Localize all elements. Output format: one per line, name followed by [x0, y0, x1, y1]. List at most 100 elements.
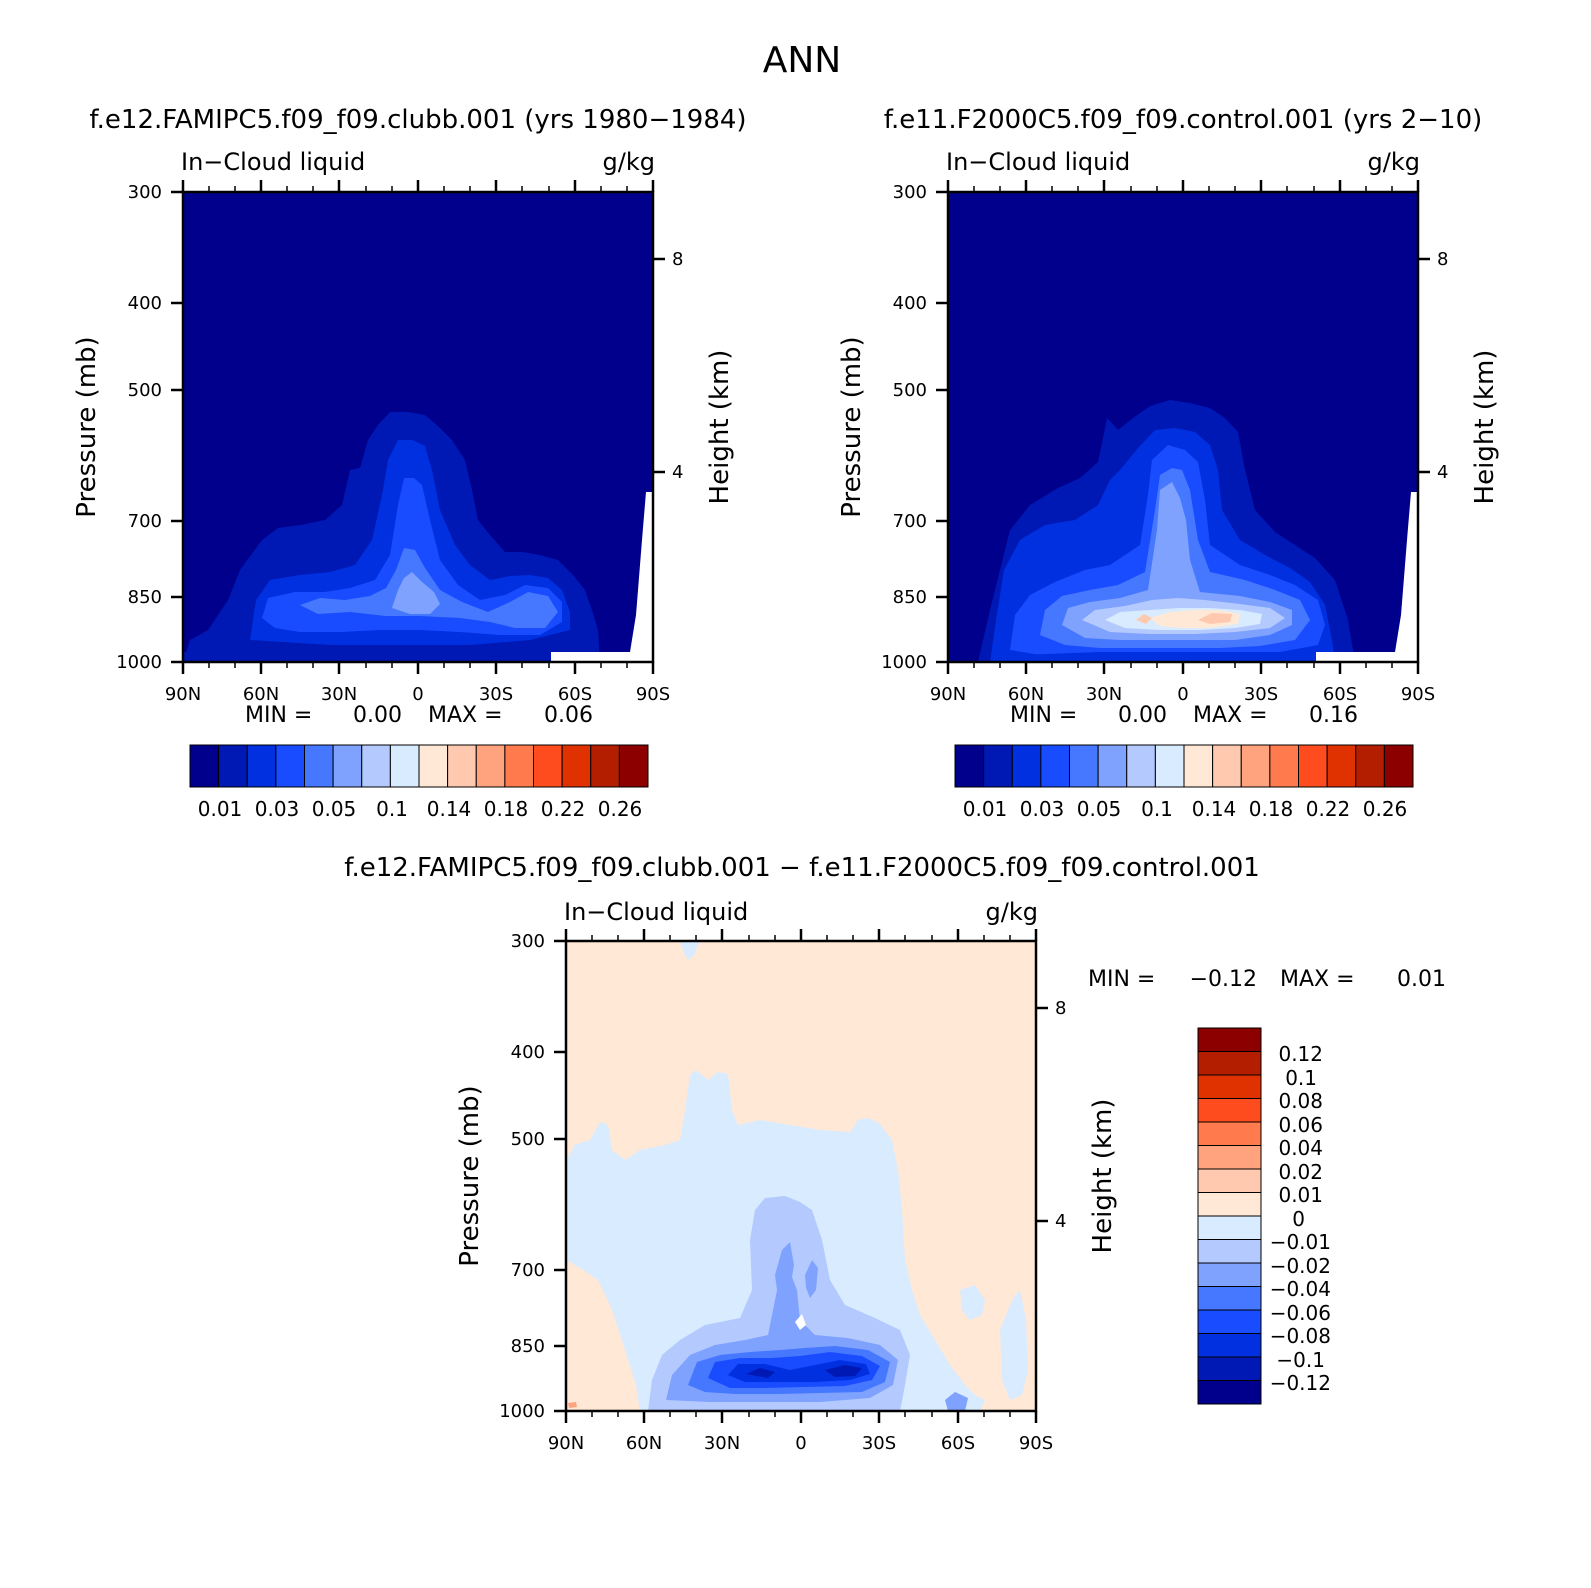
contour-small-white-spot — [795, 1314, 806, 1330]
colorbar-label: 0.04 — [1278, 1136, 1323, 1160]
colorbar-label: 0.26 — [1363, 797, 1408, 821]
panel-2: f.e11.F2000C5.f09_f09.control.001 (yrs 2… — [837, 105, 1500, 821]
colorbar-label: 0 — [1292, 1207, 1305, 1231]
panel-3-contour-field — [566, 941, 1036, 1411]
x-tick-label: 90S — [1019, 1433, 1053, 1454]
y-tick-label: 1000 — [881, 652, 927, 673]
colorbar-swatch — [1269, 744, 1299, 788]
panel-1-left-label: In−Cloud liquid — [181, 148, 365, 176]
panel-1-ylabel: Pressure (mb) — [72, 336, 102, 517]
height-tick-label: 8 — [672, 249, 683, 270]
colorbar-swatch — [1197, 1051, 1262, 1076]
colorbar-swatch — [1326, 744, 1357, 788]
panel-1-contour-field — [183, 192, 653, 662]
panel-1-title: f.e12.FAMIPC5.f09_f09.clubb.001 (yrs 198… — [89, 105, 746, 135]
colorbar-label: 0.05 — [312, 797, 357, 821]
colorbar-swatch — [533, 744, 563, 788]
colorbar-swatch — [1197, 1309, 1262, 1334]
colorbar-swatch — [447, 744, 477, 788]
x-tick-label: 60N — [243, 684, 279, 705]
height-tick-label: 4 — [1437, 462, 1448, 483]
colorbar-label: 0.1 — [376, 797, 408, 821]
colorbar-swatch — [389, 744, 420, 788]
y-tick-label: 850 — [893, 587, 927, 608]
y-tick-label: 850 — [511, 1336, 545, 1357]
colorbar-swatch — [1383, 744, 1414, 788]
colorbar-swatch — [618, 744, 649, 788]
colorbar-swatch — [1097, 744, 1128, 788]
colorbar-label: 0.22 — [541, 797, 586, 821]
colorbar-label: 0.14 — [427, 797, 472, 821]
colorbar-label: 0.18 — [484, 797, 529, 821]
colorbar-swatch — [1355, 744, 1385, 788]
x-tick-label: 90N — [165, 684, 201, 705]
missing-data-area — [551, 492, 653, 662]
x-tick-label: 0 — [795, 1433, 806, 1454]
contour-near-surface — [183, 648, 600, 662]
colorbar-swatch — [1197, 1262, 1262, 1287]
contour-level-5 — [1062, 482, 1292, 640]
y-tick-label: 700 — [128, 511, 162, 532]
panel-3-x-tick-labels: 90N 60N 30N 0 30S 60S 90S — [548, 1433, 1053, 1454]
x-tick-label: 30N — [704, 1433, 740, 1454]
panel-1: f.e12.FAMIPC5.f09_f09.clubb.001 (yrs 198… — [72, 105, 747, 821]
panel-1-min-value: 0.00 — [353, 703, 402, 728]
colorbar-label: −0.02 — [1270, 1254, 1331, 1278]
y-tick-label: 300 — [511, 931, 545, 952]
colorbar-swatch — [1040, 744, 1070, 788]
x-tick-label: 30S — [862, 1433, 896, 1454]
colorbar-swatch — [189, 744, 220, 788]
panel-2-ylabel-right: Height (km) — [1470, 350, 1500, 505]
panel-2-colorbar-labels: 0.01 0.03 0.05 0.1 0.14 0.18 0.22 0.26 — [963, 797, 1408, 821]
colorbar-swatch — [1197, 1027, 1262, 1052]
contour-right-blue-patch — [960, 1285, 985, 1320]
panel-1-max-value: 0.06 — [544, 703, 593, 728]
y-tick-label: 500 — [511, 1129, 545, 1150]
contour-upper-blue-blob-2 — [805, 1260, 818, 1298]
x-tick-label: 30N — [1086, 684, 1122, 705]
colorbar-swatch — [1197, 1192, 1262, 1217]
colorbar-swatch — [1197, 1121, 1262, 1146]
panel-2-colorbar — [954, 744, 1414, 788]
colorbar-label: 0.06 — [1278, 1113, 1323, 1137]
contour-right-blue-patch-2 — [1000, 1290, 1028, 1400]
contour-near-surface — [1010, 652, 1335, 662]
panel-3-ticks — [554, 929, 1048, 1423]
y-tick-label: 1000 — [499, 1401, 545, 1422]
colorbar-swatch — [561, 744, 592, 788]
y-tick-label: 850 — [128, 587, 162, 608]
colorbar-label: 0.26 — [598, 797, 643, 821]
panel-2-min-label: MIN = — [1010, 703, 1077, 728]
panel-1-units-label: g/kg — [603, 148, 655, 176]
panel-2-x-tick-labels: 90N 60N 30N 0 30S 60S 90S — [930, 684, 1435, 705]
colorbar-label: 0.02 — [1278, 1160, 1323, 1184]
panel-3-title: f.e12.FAMIPC5.f09_f09.clubb.001 − f.e11.… — [344, 853, 1260, 883]
x-tick-label: 0 — [412, 684, 423, 705]
panel-3-colorbar-labels: 0.12 0.1 0.08 0.06 0.04 0.02 0.01 0 −0.0… — [1270, 1042, 1331, 1395]
height-tick-label: 4 — [672, 462, 683, 483]
colorbar-swatch — [275, 744, 305, 788]
x-tick-label: 30S — [479, 684, 513, 705]
panel-3-ylabel: Pressure (mb) — [455, 1085, 485, 1266]
contour-level-9b — [1136, 614, 1152, 624]
colorbar-swatch — [1197, 1145, 1262, 1170]
colorbar-swatch — [1197, 1239, 1262, 1264]
panel-2-ticks — [936, 180, 1430, 674]
colorbar-label: −0.04 — [1270, 1277, 1331, 1301]
colorbar-label: −0.1 — [1276, 1348, 1325, 1372]
colorbar-swatch — [218, 744, 248, 788]
colorbar-swatch — [1069, 744, 1099, 788]
colorbar-label: 0.1 — [1285, 1066, 1317, 1090]
colorbar-swatch — [1197, 1286, 1262, 1311]
colorbar-label: −0.06 — [1270, 1301, 1331, 1325]
x-tick-label: 90N — [930, 684, 966, 705]
x-tick-label: 90N — [548, 1433, 584, 1454]
panel-2-max-label: MAX = — [1193, 703, 1268, 728]
colorbar-label: 0.12 — [1278, 1042, 1323, 1066]
colorbar-label: 0.18 — [1249, 797, 1294, 821]
colorbar-swatch — [1240, 744, 1271, 788]
x-tick-label: 60N — [1008, 684, 1044, 705]
height-tick-label: 4 — [1055, 1211, 1066, 1232]
missing-data-area — [1316, 492, 1418, 662]
colorbar-label: 0.14 — [1192, 797, 1237, 821]
